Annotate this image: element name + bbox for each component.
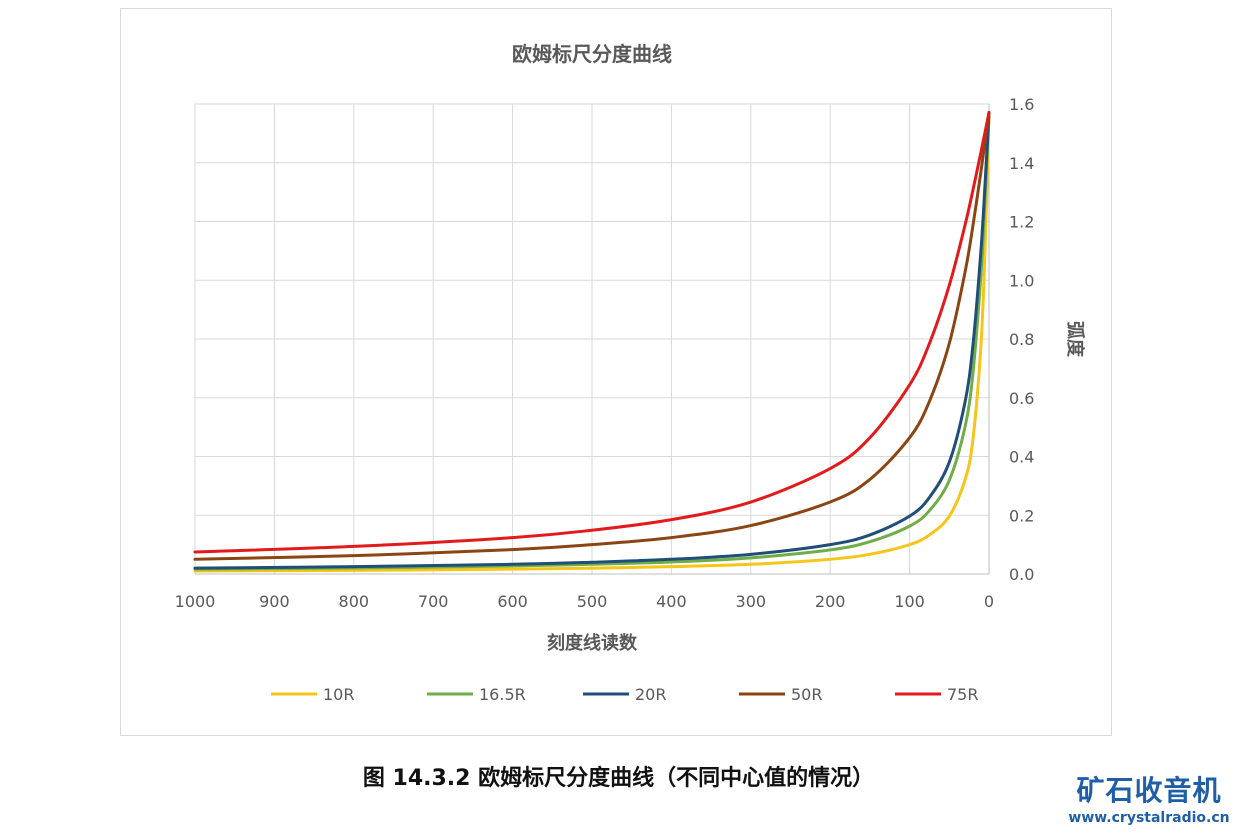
x-tick-label: 200 — [815, 592, 846, 611]
x-axis-title: 刻度线读数 — [547, 632, 638, 654]
y-tick-label: 1.4 — [1009, 154, 1034, 173]
y-tick-label: 1.6 — [1009, 95, 1034, 114]
x-tick-label: 1000 — [175, 592, 216, 611]
y-tick-label: 1.0 — [1009, 271, 1034, 290]
x-tick-label: 300 — [736, 592, 767, 611]
legend-label-16-5r: 16.5R — [479, 685, 526, 704]
series-line-16-5r — [193, 111, 991, 571]
y-tick-label: 0.8 — [1009, 330, 1034, 349]
x-tick-label: 900 — [259, 592, 290, 611]
x-tick-label: 500 — [577, 592, 608, 611]
site-logo: 矿石收音机 www.crystalradio.cn — [1068, 774, 1230, 827]
chart-title: 欧姆标尺分度曲线 — [512, 42, 672, 66]
figure-caption: 图 14.3.2 欧姆标尺分度曲线（不同中心值的情况） — [362, 766, 875, 791]
y-tick-label: 0.0 — [1009, 565, 1034, 584]
y-axis-title: 弧度 — [1064, 321, 1086, 358]
series-line-75r — [193, 111, 991, 554]
x-tick-label: 100 — [894, 592, 925, 611]
y-tick-label: 0.6 — [1009, 389, 1034, 408]
y-tick-label: 0.2 — [1009, 506, 1034, 525]
x-tick-label: 700 — [418, 592, 449, 611]
x-tick-label: 0 — [984, 592, 994, 611]
logo-text: 矿石收音机 — [1076, 774, 1222, 807]
legend-label-20r: 20R — [635, 685, 666, 704]
series-line-10r — [193, 111, 991, 573]
series-line-50r — [193, 111, 991, 561]
legend-label-10r: 10R — [323, 685, 354, 704]
x-tick-label: 800 — [339, 592, 370, 611]
y-tick-label: 1.2 — [1009, 213, 1034, 232]
legend-label-50r: 50R — [791, 685, 822, 704]
legend-label-75r: 75R — [947, 685, 978, 704]
x-tick-label: 400 — [656, 592, 687, 611]
chart-frame: 欧姆标尺分度曲线 1000 900 800 700 600 500 400 300 200 100 0… — [120, 8, 1112, 736]
series-line-20r — [193, 111, 991, 570]
logo-url: www.crystalradio.cn — [1068, 810, 1230, 826]
x-tick-label: 600 — [497, 592, 528, 611]
y-tick-label: 0.4 — [1009, 448, 1034, 467]
